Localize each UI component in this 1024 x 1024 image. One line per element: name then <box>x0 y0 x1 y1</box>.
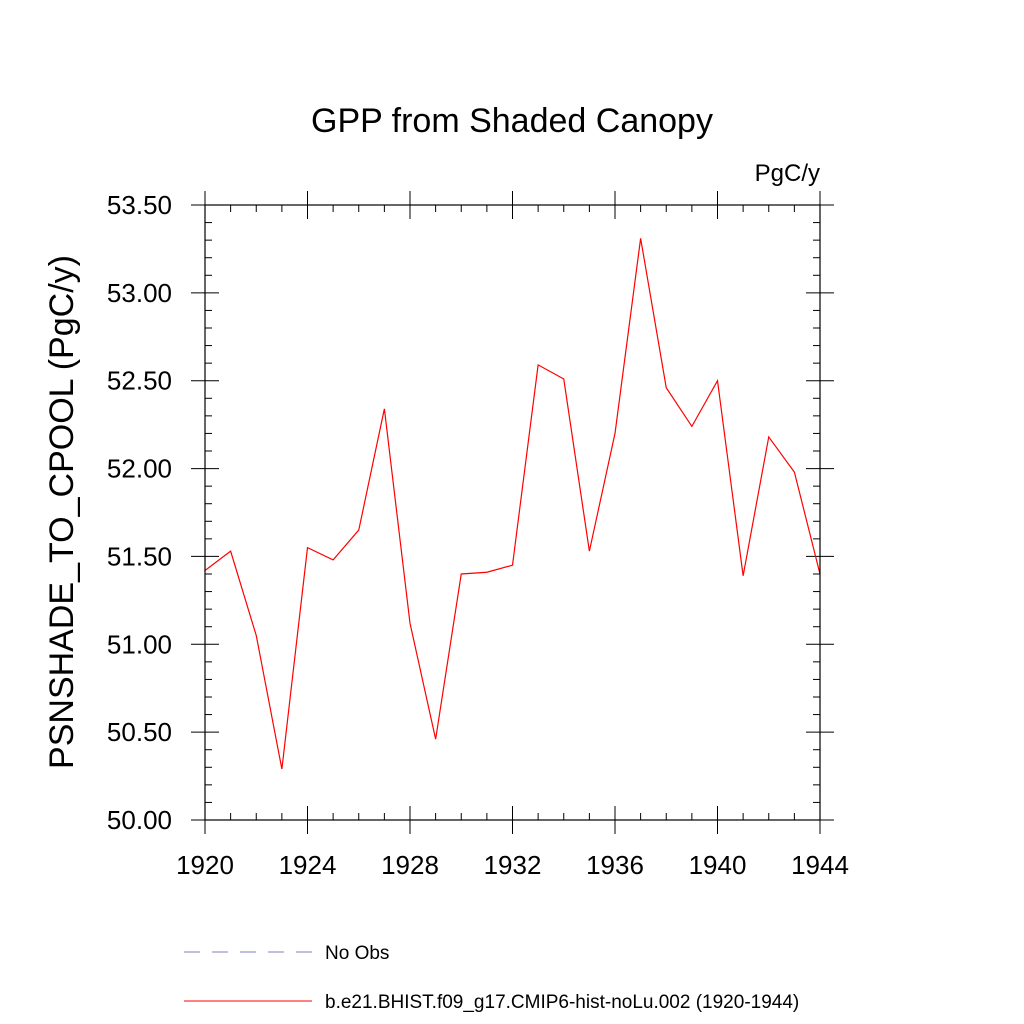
y-tick-label: 53.50 <box>107 190 172 220</box>
legend-label: No Obs <box>325 943 389 964</box>
y-tick-label: 50.00 <box>107 805 172 835</box>
y-tick-label: 52.50 <box>107 366 172 396</box>
y-tick-label: 50.50 <box>107 717 172 747</box>
axis-tick-labels: 1920 1924 1928 1932 1936 1940 1944 50.00 50.50 51… <box>107 190 849 880</box>
x-tick-label: 1940 <box>689 850 747 880</box>
y-tick-label: 53.00 <box>107 278 172 308</box>
y-tick-label: 52.00 <box>107 454 172 484</box>
x-tick-label: 1936 <box>586 850 644 880</box>
series-layer <box>204 238 821 770</box>
x-tick-label: 1920 <box>176 850 234 880</box>
axis-ticks <box>191 191 834 834</box>
x-tick-label: 1944 <box>791 850 849 880</box>
plot-frame <box>204 204 821 821</box>
x-tick-label: 1924 <box>279 850 337 880</box>
series-line <box>204 238 821 770</box>
units-label: PgC/y <box>755 160 820 187</box>
y-tick-label: 51.50 <box>107 541 172 571</box>
y-tick-label: 51.00 <box>107 629 172 659</box>
y-axis-label: PSNSHADE_TO_CPOOL (PgC/y) <box>43 255 81 769</box>
x-tick-label: 1932 <box>484 850 542 880</box>
legend: No Obs b.e21.BHIST.f09_g17.CMIP6-hist-noL… <box>184 943 799 1013</box>
legend-label: b.e21.BHIST.f09_g17.CMIP6-hist-noLu.002 … <box>325 992 799 1013</box>
x-tick-label: 1928 <box>381 850 439 880</box>
chart-title: GPP from Shaded Canopy <box>311 102 713 140</box>
